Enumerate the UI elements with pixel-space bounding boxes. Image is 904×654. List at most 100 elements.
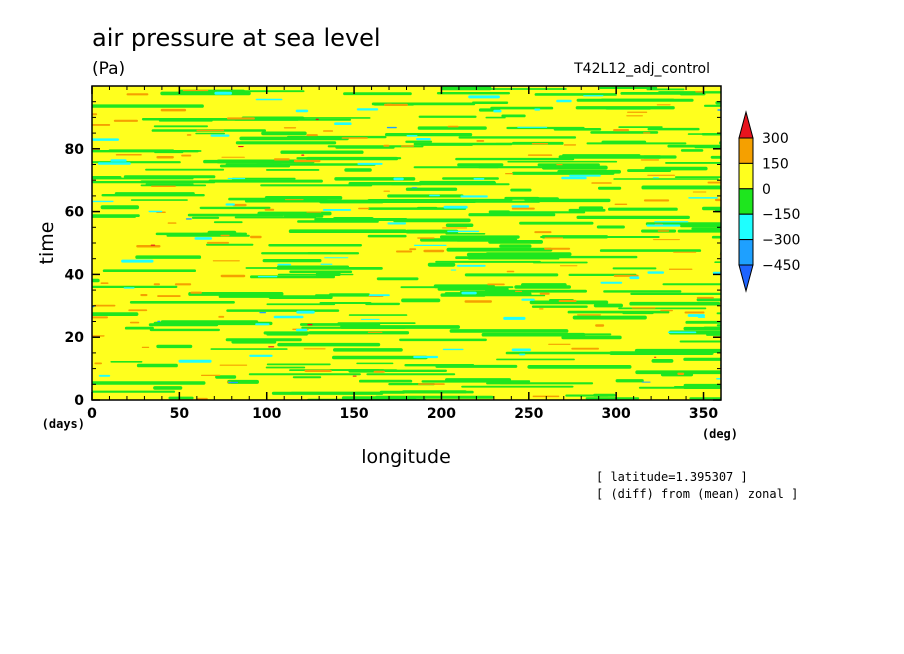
field-streak-green xyxy=(130,199,188,201)
field-streak-orange xyxy=(571,347,599,350)
field-streak-orange xyxy=(293,159,321,163)
field-streak-green xyxy=(226,309,340,312)
x-tick-label: 200 xyxy=(427,406,456,422)
field-streak-green xyxy=(596,225,625,229)
field-streak-green xyxy=(92,390,176,393)
field-streak-green xyxy=(315,272,341,276)
field-streak-orange xyxy=(396,250,413,253)
field-streak-cyan xyxy=(569,174,601,177)
field-streak-green xyxy=(630,292,721,295)
colorbar-segment xyxy=(738,188,754,215)
field-streak-green xyxy=(244,198,328,203)
field-streak-orange xyxy=(643,132,651,134)
field-streak-green xyxy=(501,114,526,118)
field-streak-green xyxy=(529,300,609,305)
field-streak-green xyxy=(277,273,354,276)
field-streak-orange xyxy=(692,191,707,193)
field-streak-cyan xyxy=(712,271,721,275)
field-streak-orange xyxy=(303,348,326,350)
field-streak-green xyxy=(437,287,509,291)
field-streak-red xyxy=(268,346,275,348)
field-streak-green xyxy=(445,378,512,382)
field-streak-green xyxy=(618,307,707,310)
field-streak-orange xyxy=(250,235,262,239)
field-streak-orange xyxy=(673,251,697,253)
field-streak-cyan xyxy=(534,108,541,111)
field-streak-orange xyxy=(115,154,142,156)
field-streak-cyan xyxy=(77,134,87,136)
field-streak-green xyxy=(266,169,320,171)
field-streak-cyan xyxy=(583,95,604,97)
field-streak-green xyxy=(694,145,721,149)
field-streak-orange xyxy=(100,282,109,284)
field-streak-cyan xyxy=(123,287,135,289)
field-streak-orange xyxy=(221,156,245,158)
field-streak-green xyxy=(530,198,611,203)
field-streak-green xyxy=(216,159,315,164)
field-streak-green xyxy=(679,340,721,343)
field-streak-green xyxy=(92,381,206,385)
field-streak-green xyxy=(248,373,361,376)
field-streak-green xyxy=(558,155,662,159)
field-streak-orange xyxy=(284,199,304,201)
field-streak-orange xyxy=(153,283,160,286)
field-streak-green xyxy=(92,214,140,217)
field-streak-green xyxy=(622,311,654,315)
field-streak-cyan xyxy=(647,271,665,274)
field-streak-green xyxy=(261,252,360,255)
field-streak-green xyxy=(641,185,721,190)
field-streak-green xyxy=(458,136,577,139)
field-streak-cyan xyxy=(443,205,468,209)
field-streak-orange xyxy=(558,299,577,302)
field-streak-orange xyxy=(358,207,370,210)
field-streak-orange xyxy=(264,208,275,211)
field-streak-green xyxy=(683,357,721,361)
field-streak-orange xyxy=(306,134,318,137)
y-tick-label: 40 xyxy=(65,267,85,283)
field-streak-green xyxy=(337,322,416,324)
field-streak-green xyxy=(660,372,694,377)
field-streak-green xyxy=(709,331,721,336)
field-streak-green xyxy=(145,168,225,171)
field-streak-orange xyxy=(515,290,523,292)
field-streak-green xyxy=(521,283,567,287)
field-streak-green xyxy=(537,163,600,167)
field-streak-green xyxy=(367,234,407,238)
field-streak-cyan xyxy=(629,276,640,280)
field-streak-cyan xyxy=(178,359,212,363)
colorbar-label: 0 xyxy=(762,182,771,198)
field-streak-green xyxy=(202,232,243,235)
field-streak-orange xyxy=(140,294,148,297)
field-streak-orange xyxy=(201,374,221,376)
field-streak-green xyxy=(603,290,682,293)
x-axis-ticks: 0 50 100 150 200 250 300 350 xyxy=(87,86,718,422)
field-streak-red xyxy=(352,375,357,377)
field-streak-green xyxy=(665,162,721,164)
field-streak-green xyxy=(264,196,343,200)
field-streak-orange xyxy=(182,89,209,92)
field-streak-orange xyxy=(219,364,248,366)
field-streak-green xyxy=(519,221,594,225)
field-streak-cyan xyxy=(277,263,292,266)
field-streak-orange xyxy=(559,265,578,267)
x-tick-label: 100 xyxy=(252,406,281,422)
field-streak-green xyxy=(413,142,513,146)
field-streak-green xyxy=(114,192,195,196)
field-streak-green xyxy=(401,298,441,303)
field-streak-green xyxy=(265,366,306,369)
field-streak-orange xyxy=(186,134,192,136)
note-diff: [ (diff) from (mean) zonal ] xyxy=(596,487,798,501)
y-axis-ticks: 0 20 40 60 80 xyxy=(65,101,721,409)
field-streak-cyan xyxy=(368,294,390,297)
field-streak-green xyxy=(441,86,492,91)
colorbar-label: 150 xyxy=(762,156,789,172)
chart-units: (Pa) xyxy=(92,59,125,79)
field-streak-blue xyxy=(411,187,418,189)
field-streak-orange xyxy=(212,260,240,262)
field-streak-orange xyxy=(505,173,514,175)
field-streak-green xyxy=(208,179,323,183)
field-streak-green xyxy=(92,104,204,108)
field-streak-orange xyxy=(657,230,670,232)
field-streak-green xyxy=(191,216,220,219)
field-streak-orange xyxy=(373,370,385,373)
